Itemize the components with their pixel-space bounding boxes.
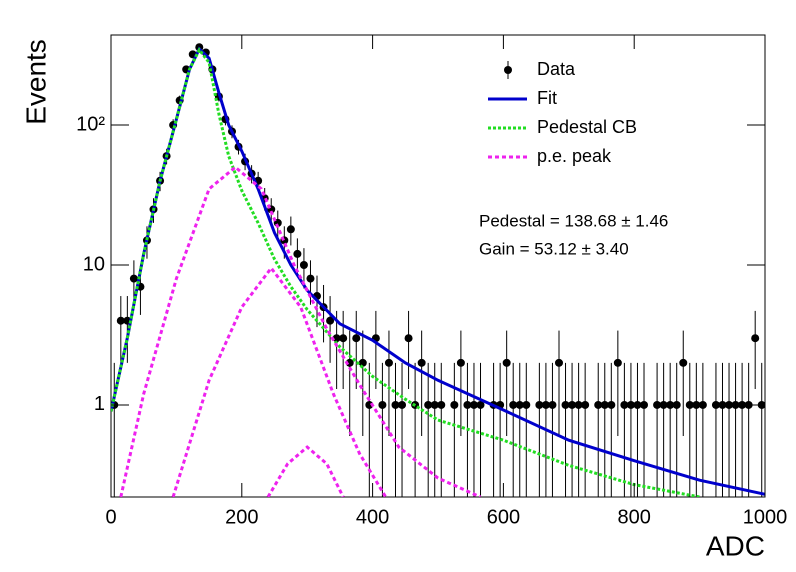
data-point [515, 400, 524, 409]
x-axis-title: ADC [706, 530, 765, 561]
data-point [659, 400, 668, 409]
curve [171, 265, 387, 497]
data-point [358, 358, 367, 367]
legend-label: Data [537, 59, 576, 79]
data-point [731, 400, 740, 409]
curve [111, 46, 765, 496]
data-point [345, 358, 354, 367]
data-point [398, 400, 407, 409]
data-point [339, 334, 348, 343]
data-point [626, 400, 635, 409]
annotation: Pedestal = 138.68 ± 1.46 [479, 211, 668, 230]
y-axis-title: Events [20, 39, 51, 125]
data-point [607, 400, 616, 409]
data-point [554, 358, 563, 367]
data-point [326, 316, 335, 325]
x-tick-label: 800 [618, 506, 651, 528]
data-point [352, 334, 361, 343]
data-point [568, 400, 577, 409]
data-point [129, 274, 138, 283]
data-point [574, 400, 583, 409]
data-point [522, 400, 531, 409]
data-point [718, 400, 727, 409]
data-point [535, 400, 544, 409]
data-point [679, 358, 688, 367]
legend-label: Pedestal CB [537, 117, 637, 137]
data-point [293, 249, 302, 258]
x-tick-label: 1000 [743, 506, 788, 528]
data-point [332, 334, 341, 343]
curve [111, 46, 700, 497]
data-point [430, 400, 439, 409]
data-point [600, 400, 609, 409]
data-point [698, 400, 707, 409]
data-point [509, 400, 518, 409]
plot-frame [110, 34, 766, 498]
data-point [306, 274, 315, 283]
y-tick-label: 10² [76, 113, 105, 135]
data-point [299, 261, 308, 270]
data-point [613, 358, 622, 367]
data-point [692, 400, 701, 409]
data-point [711, 400, 720, 409]
data-point [751, 334, 760, 343]
data-point [384, 358, 393, 367]
curve [119, 165, 482, 497]
data-point [620, 400, 629, 409]
data-point [561, 400, 570, 409]
data-point [725, 400, 734, 409]
data-point [738, 400, 747, 409]
data-point [541, 400, 550, 409]
x-tick-label: 200 [225, 506, 258, 528]
data-point [640, 400, 649, 409]
y-tick-label: 1 [94, 393, 105, 415]
data-point [424, 400, 433, 409]
curve [266, 445, 345, 497]
data-point [378, 400, 387, 409]
plot-area [111, 43, 765, 497]
x-tick-label: 600 [487, 506, 520, 528]
data-point [672, 400, 681, 409]
data-point [417, 358, 426, 367]
annotation: Gain = 53.12 ± 3.40 [479, 239, 629, 258]
x-tick-label: 400 [356, 506, 389, 528]
data-point [476, 400, 485, 409]
data-point [286, 225, 295, 234]
data-point [594, 400, 603, 409]
legend-label: p.e. peak [537, 146, 612, 166]
data-point [456, 358, 465, 367]
x-tick-label: 0 [105, 506, 116, 528]
data-point [450, 400, 459, 409]
data-point [365, 400, 374, 409]
data-point [633, 400, 642, 409]
data-point [404, 334, 413, 343]
data-point [437, 400, 446, 409]
data-point [685, 400, 694, 409]
data-point [463, 400, 472, 409]
legend-label: Fit [537, 88, 557, 108]
data-point [653, 400, 662, 409]
data-point [391, 400, 400, 409]
data-point [502, 358, 511, 367]
data-point [548, 400, 557, 409]
data-point [469, 400, 478, 409]
data-point [581, 400, 590, 409]
y-tick-label: 10 [83, 253, 105, 275]
data-point [666, 400, 675, 409]
data-point [116, 316, 125, 325]
